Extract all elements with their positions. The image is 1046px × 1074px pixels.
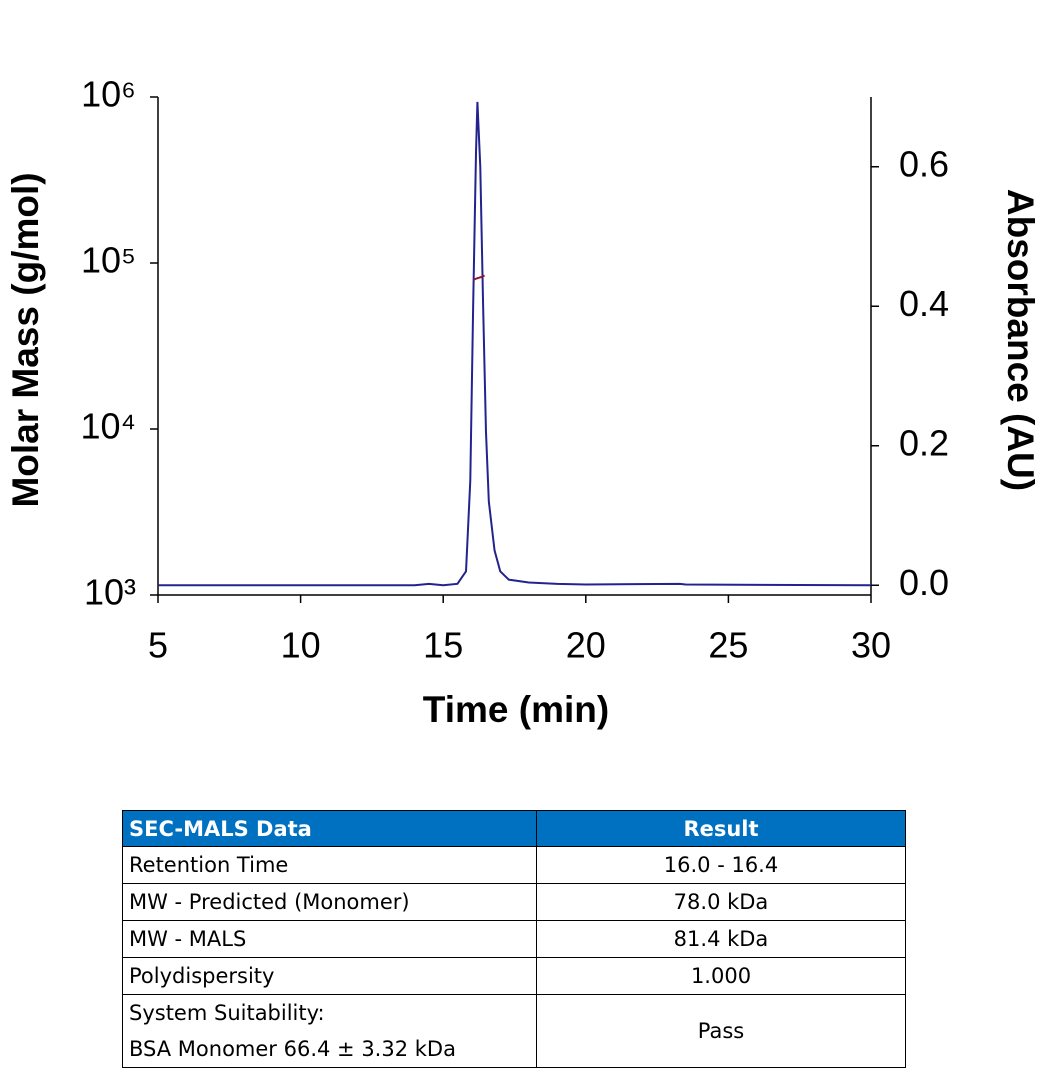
value-cell: 81.4 kDa <box>536 920 906 958</box>
label-line: MW - MALS <box>129 927 247 951</box>
value-cell: 1.000 <box>536 957 906 995</box>
y2-tick-label: 0.2 <box>899 422 949 463</box>
x-tick-label: 30 <box>851 625 891 666</box>
label-cell: MW - Predicted (Monomer) <box>122 883 537 921</box>
y2-tick-label: 0.6 <box>899 143 949 184</box>
data-line <box>158 101 872 587</box>
y-tick-label: 10³ <box>84 572 136 613</box>
label-line: System Suitability: <box>129 1001 325 1025</box>
label-cell: Polydispersity <box>122 957 537 995</box>
label-cell: MW - MALS <box>122 920 537 958</box>
y-axis-title: Molar Mass (g/mol) <box>5 172 46 507</box>
y2-axis-title: Absorbance (AU) <box>1000 189 1041 491</box>
x-tick-label: 25 <box>708 625 748 666</box>
x-tick-label: 15 <box>423 625 463 666</box>
table-row: MW - MALS 81.4 kDa <box>122 920 906 958</box>
x-tick-label: 5 <box>148 625 168 666</box>
value-cell: 78.0 kDa <box>536 883 906 921</box>
chart: Time (min) Molar Mass (g/mol) Absorbance… <box>5 74 1041 730</box>
y-tick-label: 10⁵ <box>81 240 136 281</box>
data-line <box>472 274 485 281</box>
y-tick-label: 10⁶ <box>81 74 136 115</box>
value-cell: 16.0 - 16.4 <box>536 846 906 884</box>
y-tick-label: 10⁴ <box>80 406 136 447</box>
table-row: Retention Time 16.0 - 16.4 <box>122 846 906 884</box>
label-line: MW - Predicted (Monomer) <box>129 890 410 914</box>
label-line: BSA Monomer 66.4 ± 3.32 kDa <box>129 1037 456 1061</box>
header-row: SEC-MALS Data Result <box>122 810 906 847</box>
results-table: SEC-MALS Data Result Retention Time 16.0 - … <box>122 810 906 1068</box>
x-axis-title: Time (min) <box>423 689 609 730</box>
label-line: Polydispersity <box>129 964 275 988</box>
y2-tick-label: 0.0 <box>899 562 949 603</box>
header-cell: SEC-MALS Data <box>122 810 537 847</box>
table-row: Polydispersity 1.000 <box>122 957 906 995</box>
table-row: MW - Predicted (Monomer) 78.0 kDa <box>122 883 906 921</box>
value-cell: Pass <box>536 994 906 1068</box>
label-cell: Retention Time <box>122 846 537 884</box>
label-cell: System Suitability: BSA Monomer 66.4 ± 3.… <box>122 994 537 1068</box>
x-tick-label: 10 <box>281 625 321 666</box>
x-tick-label: 20 <box>566 625 606 666</box>
header-cell: Result <box>536 810 906 847</box>
label-line: Retention Time <box>129 853 289 877</box>
y2-tick-label: 0.4 <box>899 283 949 324</box>
table-row: System Suitability: BSA Monomer 66.4 ± 3.… <box>122 994 906 1068</box>
